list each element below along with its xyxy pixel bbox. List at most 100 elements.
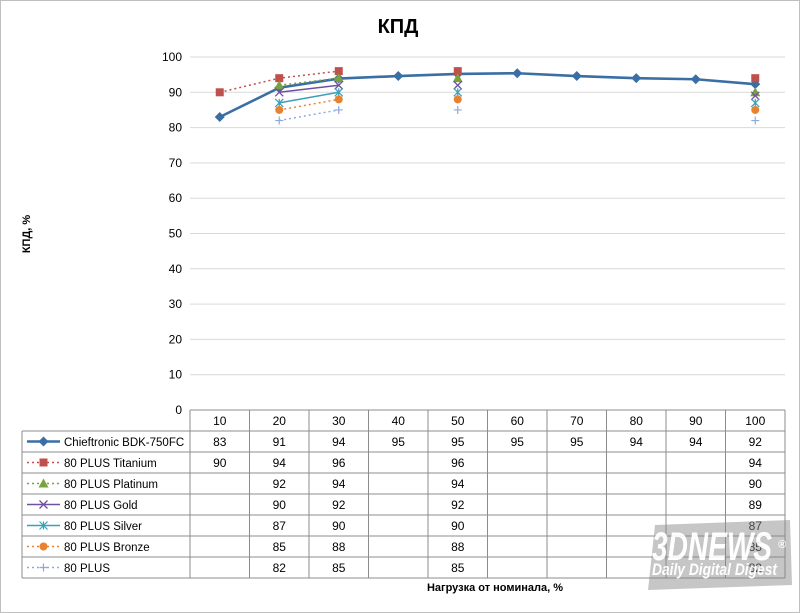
table-cell: 96 (332, 456, 346, 470)
point-marker (39, 563, 48, 572)
legend-entry: 80 PLUS Gold (27, 500, 138, 512)
table-cell: 92 (273, 477, 287, 491)
point-marker (275, 74, 284, 83)
point-marker (571, 71, 582, 82)
y-tick-label: 100 (162, 50, 182, 64)
table-cell: 90 (749, 477, 763, 491)
series-line (219, 71, 756, 119)
series-6 (275, 105, 760, 125)
x-axis-title: Нагрузка от номинала, % (427, 582, 563, 594)
table-cell: 92 (332, 498, 346, 512)
y-tick-label: 60 (169, 191, 183, 205)
point-marker (750, 98, 760, 108)
table-cell: 87 (273, 519, 287, 533)
table-cell: 94 (630, 435, 644, 449)
point-marker (38, 478, 49, 488)
point-marker (274, 80, 285, 90)
point-marker (275, 105, 284, 114)
y-tick-label: 50 (169, 227, 183, 241)
legend-label: 80 PLUS Silver (64, 521, 142, 533)
table-cell: 90 (213, 456, 227, 470)
series-line (279, 84, 339, 94)
legend-entry: 80 PLUS Silver (27, 521, 142, 533)
series-4 (274, 87, 760, 108)
table-cell: 90 (451, 519, 465, 533)
table-cell: 92 (749, 435, 763, 449)
table-cell: 88 (451, 540, 465, 554)
series-1 (215, 67, 760, 97)
watermark-tagline: Daily Digital Digest (652, 560, 778, 579)
point-marker (39, 542, 48, 551)
point-marker (393, 71, 404, 82)
x-tick-label: 60 (511, 414, 525, 428)
x-tick-label: 50 (451, 414, 465, 428)
series-lines (214, 67, 761, 125)
legend-entry: 80 PLUS Bronze (27, 542, 150, 554)
point-marker (334, 87, 344, 97)
gridlines (190, 56, 785, 411)
y-tick-label: 10 (169, 368, 183, 382)
table-cell: 95 (392, 435, 406, 449)
x-tick-label: 90 (689, 414, 703, 428)
series-0 (214, 68, 761, 123)
watermark-logo: 3DNEWS Daily Digital Digest ® (648, 520, 792, 590)
table-cell: 94 (273, 456, 287, 470)
series-line (279, 98, 339, 111)
point-marker (690, 74, 701, 85)
x-tick-label: 20 (273, 414, 287, 428)
point-marker (333, 73, 344, 83)
x-tick-label: 40 (392, 414, 406, 428)
point-marker (274, 98, 284, 108)
series-line (279, 91, 339, 104)
watermark-registered-mark: ® (778, 539, 787, 551)
legend-entry: 80 PLUS Platinum (27, 478, 158, 491)
point-marker (275, 116, 284, 125)
x-tick-label: 10 (213, 414, 227, 428)
legend-label: 80 PLUS Bronze (64, 542, 150, 554)
legend-label: 80 PLUS Platinum (64, 479, 158, 491)
y-tick-label: 0 (175, 403, 182, 417)
table-cell: 90 (273, 498, 287, 512)
point-marker (512, 68, 523, 79)
legend-label: 80 PLUS Titanium (64, 458, 157, 470)
point-marker (214, 112, 225, 123)
table-cell: 82 (749, 561, 763, 575)
point-marker (39, 500, 48, 509)
table-cell: 88 (332, 540, 346, 554)
table-cell: 83 (213, 435, 227, 449)
y-tick-label: 70 (169, 156, 183, 170)
legend-label: 80 PLUS Gold (64, 500, 138, 512)
point-marker (751, 74, 760, 83)
point-marker (39, 521, 48, 530)
table-cell: 85 (273, 540, 287, 554)
y-tick-label: 30 (169, 297, 183, 311)
table-cell: 95 (451, 435, 465, 449)
point-marker (631, 73, 642, 84)
point-marker (334, 67, 343, 76)
chart-title: КПД (378, 16, 419, 38)
table-cell: 87 (749, 519, 763, 533)
x-tick-label: 30 (332, 414, 346, 428)
legend-label: Chieftronic BDK-750FC (64, 437, 184, 449)
point-marker (453, 105, 462, 114)
point-marker (453, 80, 463, 90)
table-cell: 96 (451, 456, 465, 470)
legend-label: 80 PLUS (64, 563, 110, 575)
legend-entry: 80 PLUS (27, 563, 110, 575)
y-tick-label: 80 (169, 121, 183, 135)
point-marker (453, 67, 462, 76)
y-tick-label: 40 (169, 262, 183, 276)
point-marker (750, 91, 760, 101)
table-cell: 94 (451, 477, 465, 491)
point-marker (334, 105, 343, 114)
series-line (279, 109, 339, 122)
point-marker (274, 87, 284, 97)
table-cell: 95 (570, 435, 584, 449)
y-axis-title: КПД, % (21, 215, 33, 254)
point-marker (334, 80, 344, 90)
point-marker (452, 73, 463, 83)
watermark-logo-text: 3DNEWS (652, 525, 772, 569)
table-cell: 89 (749, 498, 763, 512)
watermark-shape (648, 520, 792, 590)
